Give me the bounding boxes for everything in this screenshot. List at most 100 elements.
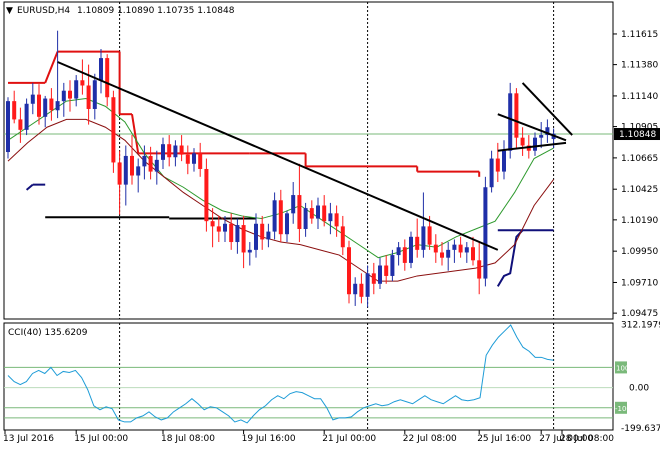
resistance-step [44,51,59,84]
bear-candle [334,213,339,227]
cci-level-tag [615,401,627,414]
bull-candle [24,103,29,130]
bull-candle [409,236,413,263]
bull-candle [223,223,227,232]
bull-candle [390,255,395,276]
bear-candle [427,226,432,245]
bull-candle [483,187,488,279]
bull-candle [365,273,370,297]
bear-candle [384,265,389,276]
bull-candle [378,265,382,284]
bull-candle [254,223,258,250]
current-price-badge [614,128,660,141]
bear-candle [179,145,184,155]
bear-candle [520,137,525,146]
cci-tick-label: 0.00 [629,384,649,394]
bear-candle [229,223,234,243]
bear-candle [216,226,221,232]
cci-indicator-label: CCI(40) 135.6209 [8,328,88,338]
time-tick-label: 27 Jul 00:00 [539,434,593,444]
bear-candle [167,144,172,158]
bear-candle [148,155,153,172]
bear-candle [322,205,327,222]
bear-candle [347,247,351,295]
trendline [57,61,499,251]
bull-candle [136,166,141,176]
cci-tick-label: 312.1979 [621,321,660,331]
price-tick-label: 1.10190 [621,216,658,226]
bull-candle [446,249,451,258]
bull-candle [123,155,128,185]
bear-candle [105,58,110,98]
bear-candle [458,244,463,253]
bear-candle [402,247,407,263]
bear-candle [37,94,41,117]
bull-candle [247,249,252,253]
time-tick-label: 21 Jul 00:00 [322,434,376,444]
cci-level-tag [615,361,627,374]
time-tick-label: 28 Jul 08:00 [560,434,614,444]
bear-candle [309,208,314,219]
time-tick-label: 25 Jul 16:00 [477,434,531,444]
time-axis: 13 Jul 2016 15 Jul 00:00 18 Jul 08:00 19 Ju… [3,430,614,444]
time-tick-label: 13 Jul 2016 [3,434,54,444]
support-ramp [496,229,524,287]
bull-candle [502,150,506,172]
cci-level-tag-label: 100 [616,364,629,372]
price-panel-frame [3,1,614,320]
cci-lines [7,324,554,424]
chart-header-icon: ▼ [6,6,13,16]
bear-candle [495,158,500,172]
bull-candle [396,247,401,256]
bear-candle [198,153,203,169]
time-tick-label: 19 Jul 16:00 [242,434,296,444]
bull-candle [43,98,48,117]
candlesticks [6,30,556,308]
bear-candle [514,93,519,138]
bull-candle [74,80,79,99]
bull-candle [235,225,240,243]
trendline [497,141,567,152]
bull-candle [303,208,308,229]
trend-lines [57,61,573,251]
bear-candle [471,247,475,261]
bear-candle [359,283,364,297]
bull-candle [328,213,333,222]
bear-candle [440,252,444,258]
bear-candle [80,80,85,86]
price-tick-label: 1.09475 [621,309,658,319]
bull-candle [55,101,60,111]
bear-candle [433,244,438,253]
cci-panel-frame [3,322,614,431]
time-tick-label: 22 Jul 08:00 [403,434,457,444]
bull-candle [154,159,159,172]
price-tick-label: 1.11615 [621,30,658,40]
cci-axis: 100 -100 312.1979 0.00 -199.6379 [615,321,660,434]
bull-candle [61,90,66,102]
bear-candle [111,97,116,163]
cci-grid [4,323,613,430]
bull-candle [99,58,103,81]
cci-line [7,324,554,424]
bull-candle [6,101,10,153]
bear-candle [415,236,420,250]
price-tick-label: 1.09710 [621,278,658,288]
bear-candle [340,226,345,248]
time-tick-label: 18 Jul 08:00 [161,434,215,444]
bear-candle [86,85,91,109]
current-price-label: 1.10848 [619,130,656,140]
ohlc-label: 1.10809 1.10890 1.10735 1.10848 [77,6,235,16]
bear-candle [260,223,265,240]
bull-candle [92,80,97,109]
bull-candle [353,283,358,295]
bull-candle [161,144,165,160]
price-tick-label: 1.10905 [621,123,658,133]
bull-candle [266,231,271,240]
bull-candle [464,247,469,253]
bear-candle [297,195,302,229]
bull-candle [285,213,289,235]
bull-candle [421,226,426,250]
price-tick-label: 1.11140 [621,92,658,102]
bear-candle [371,273,376,284]
